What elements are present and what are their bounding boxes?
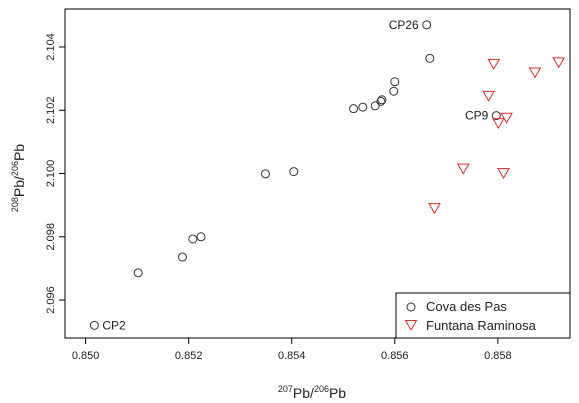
- x-title-sup2: 206: [314, 384, 329, 394]
- y-axis: 2.096 2.098 2.100 2.102 2.104: [45, 33, 65, 314]
- x-tick-label: 0.850: [72, 350, 100, 362]
- legend: Cova des Pas Funtana Raminosa: [395, 292, 571, 339]
- y-tick-label: 2.100: [45, 160, 57, 188]
- data-point-circle: [358, 102, 368, 112]
- x-tick-label: 0.854: [278, 350, 306, 362]
- data-point-circle: [133, 268, 143, 278]
- annotation-label: CP26: [389, 18, 419, 32]
- y-tick-label: 2.096: [45, 286, 57, 314]
- x-tick-label: 0.858: [484, 350, 512, 362]
- y-title-sup2: 206: [10, 161, 20, 176]
- y-tick-label: 2.098: [45, 223, 57, 251]
- annotation-label: CP2: [102, 318, 126, 332]
- plot-frame: [64, 8, 571, 339]
- y-title-sup1: 208: [10, 197, 20, 212]
- legend-label-cova-des-pas: Cova des Pas: [426, 299, 507, 314]
- data-point-triangle: [528, 67, 542, 79]
- data-point-triangle: [456, 163, 470, 175]
- data-point-triangle: [492, 118, 505, 130]
- data-point-circle: [376, 96, 386, 106]
- data-point-circle: [370, 101, 380, 111]
- legend-circle-icon: [406, 302, 416, 312]
- data-point-triangle: [497, 168, 510, 180]
- data-point-triangle: [487, 58, 501, 70]
- x-title-sup1: 207: [278, 384, 293, 394]
- data-point-circle: [422, 20, 432, 30]
- point-annotations: CP26 CP9 CP2: [102, 18, 488, 333]
- x-title-base1: Pb/: [293, 385, 314, 401]
- data-point-circle: [89, 320, 99, 330]
- data-point-circle: [390, 77, 400, 87]
- data-point-triangle: [552, 57, 566, 69]
- y-title-base2: Pb: [11, 144, 27, 161]
- data-points: [89, 20, 566, 330]
- data-point-triangle: [428, 203, 441, 215]
- data-point-circle: [196, 232, 206, 242]
- y-tick-label: 2.102: [45, 96, 57, 124]
- data-point-circle: [389, 86, 399, 96]
- data-point-circle: [377, 95, 387, 105]
- x-tick-label: 0.852: [175, 350, 203, 362]
- annotation-label: CP9: [465, 109, 489, 123]
- data-point-circle: [177, 252, 187, 262]
- y-tick-label: 2.104: [45, 33, 57, 61]
- x-axis-title: 207Pb/206Pb: [278, 384, 346, 401]
- data-point-circle: [260, 169, 270, 179]
- x-axis: 0.850 0.852 0.854 0.856 0.858: [72, 338, 512, 362]
- y-title-base1: Pb/: [11, 176, 27, 197]
- data-point-triangle: [482, 90, 495, 102]
- data-point-circle: [425, 53, 435, 63]
- data-point-circle: [289, 167, 299, 177]
- data-point-circle: [188, 234, 198, 244]
- x-tick-label: 0.856: [381, 350, 409, 362]
- legend-triangle-icon: [404, 320, 418, 331]
- y-axis-title: 208Pb/206Pb: [10, 144, 27, 212]
- legend-label-funtana-raminosa: Funtana Raminosa: [426, 318, 537, 333]
- legend-box: [395, 292, 571, 339]
- data-point-circle: [491, 111, 501, 121]
- x-title-base2: Pb: [329, 385, 346, 401]
- data-point-circle: [349, 104, 359, 114]
- data-point-triangle: [500, 112, 513, 124]
